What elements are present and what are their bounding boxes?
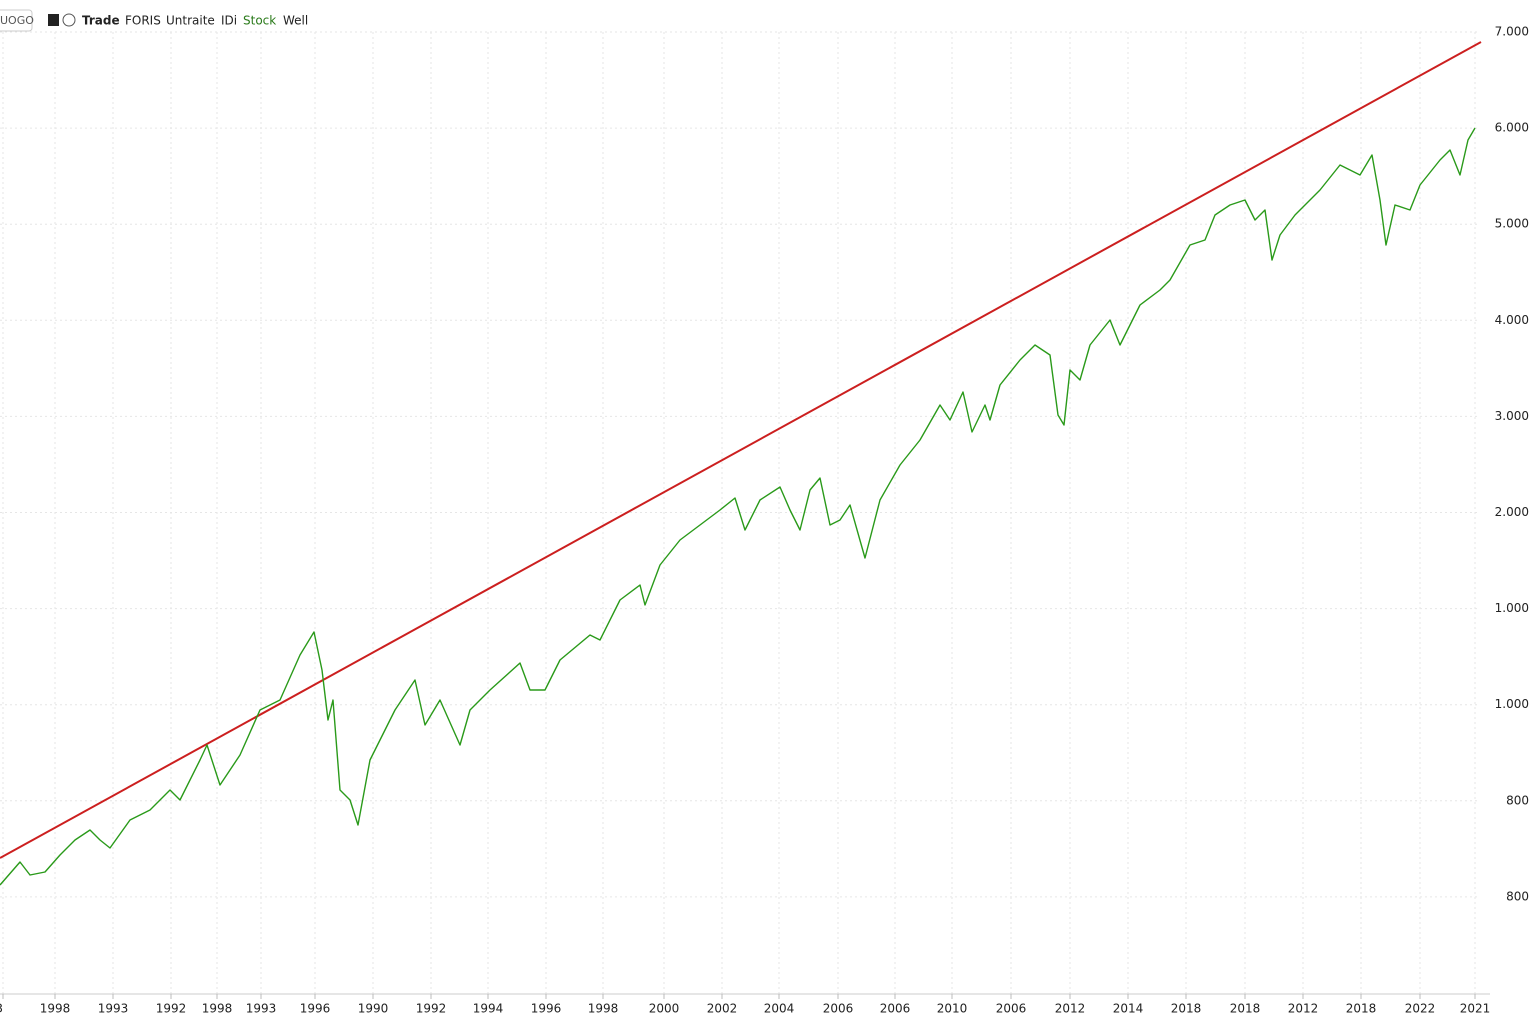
x-tick-label: 1996 xyxy=(300,1002,331,1016)
price-line xyxy=(0,127,1476,886)
y-tick-label: 6.000 xyxy=(1495,121,1529,135)
y-tick-label: 4.000 xyxy=(1495,313,1529,327)
x-tick-label: 1993 xyxy=(98,1002,129,1016)
x-tick-label: 2006 xyxy=(996,1002,1027,1016)
x-tick-label: 2014 xyxy=(1113,1002,1144,1016)
x-tick-label: 2018 xyxy=(1346,1002,1377,1016)
x-tick-label: 2000 xyxy=(649,1002,680,1016)
icon[interactable] xyxy=(62,13,76,27)
toolbar-item[interactable]: IDi xyxy=(221,14,237,28)
y-tick-label: 7.000 xyxy=(1495,25,1529,39)
x-tick-label: 1992 xyxy=(156,1002,187,1016)
x-tick-label: 2018 xyxy=(1230,1002,1261,1016)
y-tick-label: 1.000 xyxy=(1495,601,1529,615)
x-tick-label: 2012 xyxy=(1288,1002,1319,1016)
x-tick-label: 2022 xyxy=(1405,1002,1436,1016)
x-tick-label: 2010 xyxy=(937,1002,968,1016)
x-tick-label: 1998 xyxy=(40,1002,71,1016)
grid xyxy=(0,31,1478,994)
y-tick-label: 800 xyxy=(1506,793,1529,807)
toolbar-item[interactable]: Stock xyxy=(243,14,276,28)
x-tick-label: 93 xyxy=(0,1002,3,1016)
x-tick-label: 2004 xyxy=(764,1002,795,1016)
x-tick-label: 1994 xyxy=(473,1002,504,1016)
x-tick-label: 1998 xyxy=(588,1002,619,1016)
y-tick-label: 2.000 xyxy=(1495,505,1529,519)
x-tick-label: 1992 xyxy=(416,1002,447,1016)
x-tick-label: 2006 xyxy=(823,1002,854,1016)
x-tick-label: 2018 xyxy=(1171,1002,1202,1016)
icon[interactable] xyxy=(48,14,59,26)
symbol: UOGO xyxy=(0,14,34,27)
toolbar-item[interactable]: FORIS xyxy=(125,14,161,28)
y-tick-label: 3.000 xyxy=(1495,409,1529,423)
x-tick-label: 1998 xyxy=(202,1002,233,1016)
x-tick-label: 2021 xyxy=(1460,1002,1491,1016)
y-tick-label: 1.000 xyxy=(1495,697,1529,711)
x-tick-label: 1993 xyxy=(246,1002,277,1016)
trend-line xyxy=(0,41,1482,859)
toolbar-item[interactable]: Trade xyxy=(82,14,120,28)
symbol-box[interactable] xyxy=(0,9,33,32)
y-tick-label: 800 xyxy=(1506,889,1529,903)
y-tick-label: 5.000 xyxy=(1495,217,1529,231)
x-tick-label: 1990 xyxy=(358,1002,389,1016)
toolbar-item[interactable]: Untraite xyxy=(166,14,215,28)
x-tick-label: 1996 xyxy=(531,1002,562,1016)
toolbar: Trade FORIS Untraite IDi Stock Well xyxy=(82,14,308,28)
x-tick-label: 2012 xyxy=(1055,1002,1086,1016)
x-tick-label: 2006 xyxy=(880,1002,911,1016)
toolbar-item[interactable]: Well xyxy=(283,14,308,28)
x-tick-label: 2002 xyxy=(707,1002,738,1016)
